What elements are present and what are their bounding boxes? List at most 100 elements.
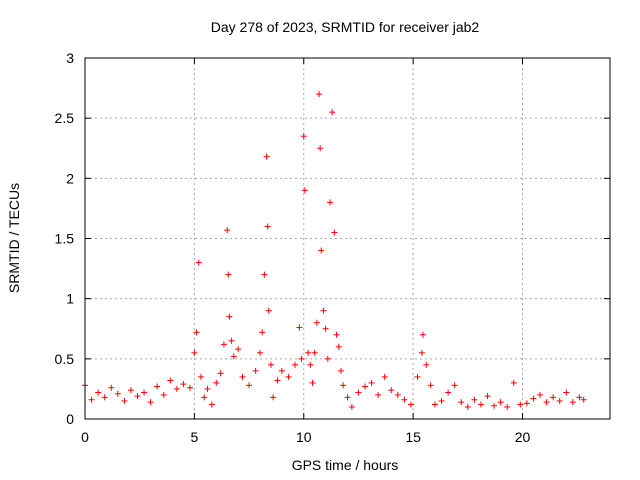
data-point (419, 331, 426, 338)
data-point (362, 383, 368, 390)
data-point (246, 382, 253, 389)
data-point (543, 399, 550, 406)
data-point (197, 373, 204, 380)
data-point (388, 387, 395, 394)
data-point (225, 271, 232, 278)
y-tick-label: 1 (66, 291, 74, 307)
data-point (101, 394, 108, 401)
data-point (381, 373, 388, 380)
data-point (316, 91, 323, 98)
data-point (270, 394, 277, 401)
data-point (471, 396, 478, 403)
data-point (217, 370, 224, 377)
data-point (517, 401, 524, 408)
x-tick-label: 20 (515, 429, 531, 445)
data-point (160, 391, 167, 398)
data-point (235, 346, 242, 353)
data-point (263, 153, 270, 160)
data-point (298, 355, 305, 362)
grid (85, 58, 610, 419)
data-point (311, 349, 318, 356)
data-point (484, 393, 491, 400)
data-point (257, 349, 263, 356)
data-point (292, 361, 298, 368)
data-point (320, 307, 327, 314)
data-points (82, 91, 587, 410)
data-point (491, 402, 498, 409)
data-point (337, 367, 344, 374)
x-tick-label: 5 (190, 429, 198, 445)
x-tick-label: 15 (405, 429, 421, 445)
data-point (322, 325, 329, 332)
data-point (344, 394, 351, 401)
x-axis-label: GPS time / hours (292, 457, 399, 473)
data-point (147, 399, 154, 406)
data-point (563, 389, 570, 396)
data-point (580, 396, 587, 403)
data-point (267, 361, 274, 368)
data-point (191, 349, 198, 356)
data-point (296, 324, 303, 331)
data-point (154, 383, 161, 390)
data-point (569, 399, 576, 406)
data-point (537, 391, 543, 398)
data-point (407, 401, 414, 408)
data-point (331, 229, 338, 236)
data-point (226, 313, 233, 320)
data-point (340, 382, 347, 389)
data-point (261, 271, 268, 278)
data-point (230, 353, 237, 360)
y-tick-label: 0.5 (55, 351, 75, 367)
data-point (445, 389, 452, 396)
data-point (464, 403, 471, 410)
data-point (324, 355, 331, 362)
data-point (375, 391, 382, 398)
data-point (348, 403, 355, 410)
data-point (285, 373, 292, 380)
data-point (187, 384, 193, 391)
data-point (300, 133, 307, 140)
chart-title: Day 278 of 2023, SRMTID for receiver jab… (211, 19, 480, 35)
data-point (418, 349, 425, 356)
data-point (274, 377, 281, 384)
data-point (201, 394, 208, 401)
data-point (427, 382, 434, 389)
data-point (180, 381, 187, 388)
data-point (423, 361, 430, 368)
data-point (173, 385, 180, 392)
data-point (401, 396, 408, 403)
plot-frame (84, 57, 611, 420)
data-point (556, 397, 563, 404)
data-point (265, 307, 272, 314)
data-point (224, 227, 231, 234)
data-point (368, 379, 375, 386)
data-point (335, 343, 342, 350)
y-tick-label: 1.5 (55, 231, 75, 247)
y-axis-label: SRMTID / TECUs (6, 183, 22, 293)
data-point (309, 379, 316, 386)
axis-ticks: 0 5 10 15 20 0 0.5 1 1.5 2 2.5 3 (55, 50, 610, 445)
data-point (208, 401, 215, 408)
data-point (523, 400, 530, 407)
data-point (228, 337, 235, 344)
data-point (307, 361, 314, 368)
data-point (301, 187, 308, 194)
data-point (530, 395, 537, 402)
data-point (317, 145, 324, 152)
data-point (259, 329, 266, 336)
data-point (167, 377, 174, 384)
data-point (458, 399, 465, 406)
data-point (497, 399, 504, 406)
data-point (127, 387, 134, 394)
data-point (318, 247, 325, 254)
data-point (88, 396, 95, 403)
data-point (451, 382, 458, 389)
y-tick-label: 0 (66, 411, 74, 427)
data-point (550, 394, 557, 401)
data-point (313, 319, 320, 326)
data-point (414, 373, 421, 380)
data-point (134, 393, 141, 400)
data-point (220, 341, 227, 348)
data-point (355, 389, 362, 396)
